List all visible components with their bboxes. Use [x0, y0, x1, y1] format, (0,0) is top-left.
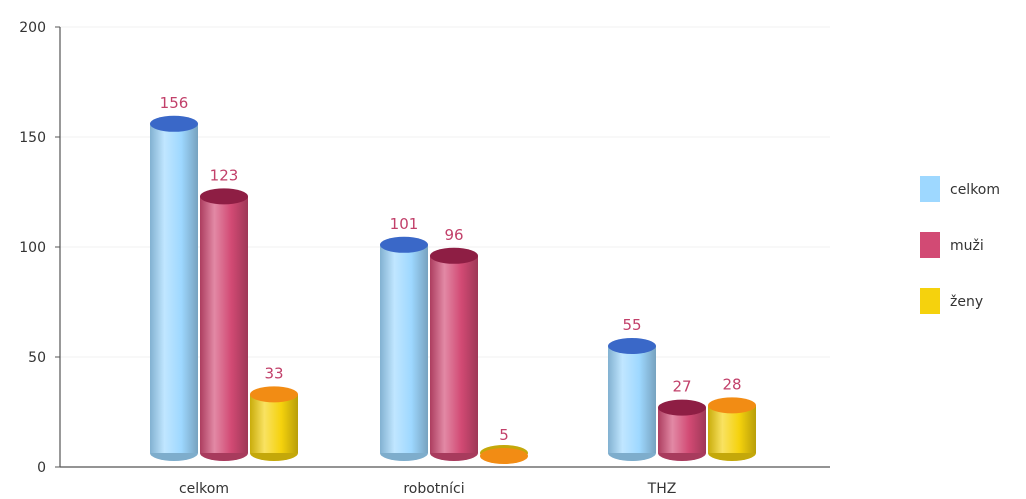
y-tick-label: 150 [19, 130, 46, 146]
data-label: 33 [264, 364, 283, 382]
legend-swatch [920, 232, 940, 258]
bar-muži-THZ [658, 399, 706, 461]
bar-muži-celkom [200, 188, 248, 461]
y-tick-label: 100 [19, 240, 46, 256]
data-label: 101 [390, 215, 419, 233]
bar-ženy-THZ [708, 397, 756, 461]
legend-label: celkom [950, 182, 1000, 198]
data-label: 28 [722, 375, 741, 393]
legend-label: ženy [950, 294, 983, 310]
y-tick-label: 0 [37, 460, 46, 476]
bars [150, 115, 756, 464]
legend-swatch [920, 288, 940, 314]
bar-celkom-robotníci [380, 236, 428, 461]
data-label: 156 [160, 94, 189, 112]
x-tick-label: THZ [647, 481, 677, 497]
bar-ženy-celkom [250, 386, 298, 461]
data-label: 96 [444, 226, 463, 244]
x-tick-label: celkom [179, 481, 229, 497]
y-tick-label: 50 [28, 350, 46, 366]
legend: celkom muži ženy [920, 176, 1000, 314]
data-label: 27 [672, 378, 691, 396]
bar-muži-robotníci [430, 247, 478, 461]
bar-celkom-celkom [150, 115, 198, 461]
legend-swatch [920, 176, 940, 202]
x-tick-label: robotníci [403, 481, 464, 497]
data-label: 123 [210, 166, 239, 184]
y-tick-labels: 0 50 100 150 200 [19, 20, 60, 476]
category-labels: celkom robotníci THZ [179, 481, 676, 497]
bar-ženy-robotníci [480, 445, 528, 464]
data-label: 5 [499, 426, 509, 444]
bar-celkom-THZ [608, 338, 656, 461]
data-label: 55 [622, 316, 641, 334]
y-tick-label: 200 [19, 20, 46, 36]
legend-label: muži [950, 238, 984, 254]
